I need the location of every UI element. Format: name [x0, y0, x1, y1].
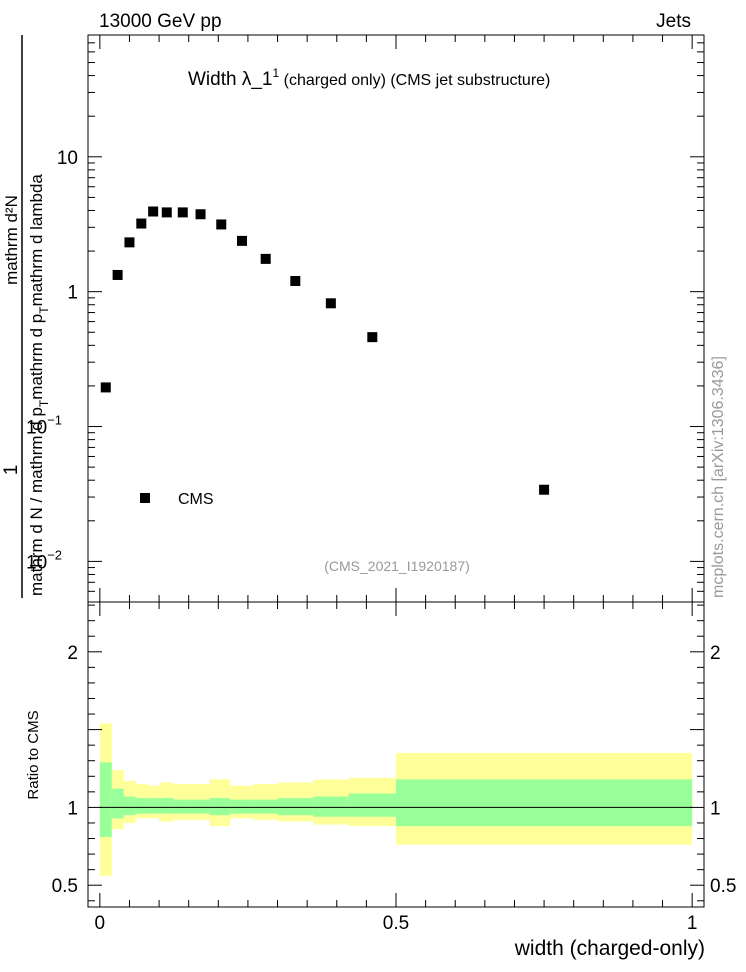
ylabel-den-b: mathrm d p	[27, 314, 46, 400]
ylabel-den-sub-a: T	[37, 399, 51, 407]
ratio-ylabel: Ratio to CMS	[25, 710, 42, 799]
ratio-y-tick-label: 0.5	[52, 876, 78, 897]
ratio-y-tick-label: 2	[67, 643, 78, 664]
ratio-band-green	[396, 779, 693, 827]
ratio-band-green	[253, 799, 278, 814]
main-title-rest: (charged only) (CMS jet substructure)	[279, 72, 550, 89]
data-markers	[100, 206, 550, 495]
ratio-bands	[99, 723, 693, 876]
x-axis-label: width (charged-only)	[514, 937, 705, 960]
data-point	[195, 209, 206, 220]
ratio-y-tick-label-right: 2	[710, 643, 721, 664]
ratio-band-green	[191, 799, 210, 814]
ratio-band-green	[123, 796, 136, 816]
ratio-x-ticks: 0 0.5 1	[95, 602, 698, 934]
data-point	[325, 298, 336, 309]
ratio-band-green	[159, 798, 174, 814]
side-label: mcplots.cern.ch [arXiv:1306.3436]	[710, 356, 727, 598]
ratio-band-green	[147, 798, 160, 814]
ylabel-denominator: mathrm d N / mathrm d pTmathrm d pTmathr…	[27, 174, 51, 596]
ratio-band-green	[209, 798, 231, 816]
main-y-tick-exp: −1	[47, 413, 62, 428]
ratio-band-green	[313, 796, 349, 817]
ratio-band-green	[135, 798, 148, 814]
legend-marker	[140, 493, 150, 503]
data-point	[177, 207, 188, 218]
data-point	[216, 219, 227, 230]
ratio-y-tick-label: 1	[67, 798, 78, 819]
ratio-band-green	[99, 762, 112, 837]
data-point	[148, 206, 159, 217]
main-y-tick-label: 1	[67, 283, 78, 304]
data-point	[100, 382, 111, 393]
ratio-band-green	[348, 793, 396, 817]
ratio-panel: 0.5 0.51 12 2 0 0.5 1 Ratio to CMS width (cha…	[25, 601, 736, 960]
ratio-y-ticks: 0.5 0.5 1 1 2 2	[52, 604, 736, 902]
data-point	[124, 237, 135, 248]
data-point	[237, 235, 247, 246]
data-point	[539, 484, 550, 495]
process-label: Jets	[656, 11, 691, 32]
data-point	[161, 207, 172, 218]
ylabel-den-a: mathrm d N / mathrm d p	[27, 407, 46, 596]
ylabel-den-c: mathrm d lambda	[27, 174, 46, 307]
main-title-main: Width λ_1	[188, 69, 272, 90]
data-point	[260, 253, 271, 264]
main-panel-frame	[87, 34, 705, 603]
ratio-y-tick-label-right: 0.5	[710, 876, 736, 897]
data-point	[290, 275, 301, 286]
data-point	[112, 269, 123, 280]
ylabel-numerator-one: 1	[1, 465, 22, 476]
ratio-band-green	[277, 798, 314, 816]
main-y-tick-exp: −2	[47, 547, 62, 562]
ratio-band-green	[111, 788, 124, 819]
energy-label: 13000 GeV pp	[99, 11, 222, 32]
ylabel-den-sub-b: T	[37, 306, 51, 314]
data-point	[367, 332, 378, 343]
watermark: (CMS_2021_I1920187)	[324, 558, 470, 574]
main-title-sup: 1	[272, 66, 279, 80]
x-tick-label: 0.5	[383, 913, 409, 934]
main-title: Width λ_11 (charged only) (CMS jet subst…	[188, 66, 550, 90]
ylabel-num-full: mathrm d²N	[2, 195, 21, 285]
x-tick-label: 1	[687, 913, 698, 934]
legend-label: CMS	[178, 491, 214, 508]
ratio-y-tick-label-right: 1	[710, 798, 721, 819]
ratio-band-green	[173, 799, 192, 814]
main-y-tick-label: 10	[57, 148, 78, 169]
ratio-band-green	[230, 799, 254, 814]
x-tick-label: 0	[95, 913, 106, 934]
data-point	[136, 218, 147, 229]
